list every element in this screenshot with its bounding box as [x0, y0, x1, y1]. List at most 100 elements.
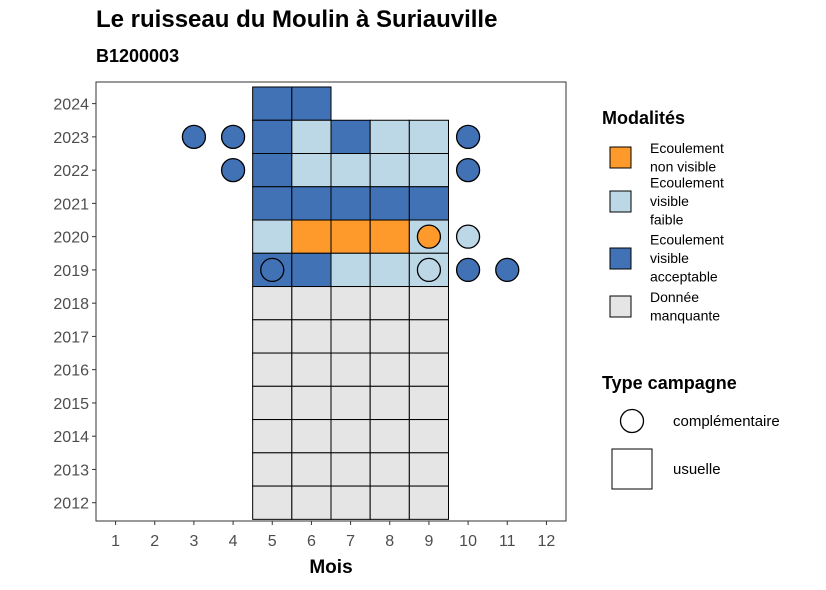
- tile-usuelle: [330, 452, 371, 487]
- legend-key-non_visible: [609, 146, 632, 169]
- y-tick-label: 2024: [53, 97, 89, 114]
- tile-usuelle: [291, 485, 332, 520]
- point-complementaire: [455, 124, 481, 150]
- tile-usuelle: [330, 485, 371, 520]
- x-axis-label: Mois: [309, 557, 352, 578]
- point-complementaire: [416, 257, 442, 283]
- tile-usuelle: [291, 352, 332, 387]
- y-tick-label: 2016: [53, 363, 89, 380]
- tile-usuelle: [252, 86, 293, 121]
- legend-label: complémentaire: [673, 413, 780, 430]
- x-tick-label: 4: [229, 533, 238, 550]
- tile-usuelle: [408, 419, 450, 454]
- tile-usuelle: [252, 419, 293, 454]
- point-complementaire: [220, 157, 246, 183]
- tile-usuelle: [330, 153, 371, 188]
- tile-usuelle: [408, 119, 450, 155]
- tile-usuelle: [369, 286, 410, 321]
- point-complementaire: [495, 257, 520, 283]
- tile-usuelle: [408, 186, 450, 221]
- legend-key-usuelle: [611, 448, 653, 490]
- x-tick-label: 12: [538, 533, 556, 550]
- x-tick-label: 8: [385, 533, 394, 550]
- legend-label: usuelle: [673, 461, 721, 478]
- tile-usuelle: [408, 485, 450, 520]
- tile-usuelle: [330, 252, 371, 288]
- legend-label: Ecoulement: [650, 232, 724, 248]
- tile-usuelle: [330, 186, 371, 221]
- tile-usuelle: [330, 119, 371, 155]
- tile-usuelle: [291, 153, 332, 188]
- y-tick-label: 2013: [53, 462, 89, 479]
- tile-usuelle: [330, 219, 371, 254]
- legend-key-visible_acceptable: [609, 247, 632, 270]
- tile-usuelle: [252, 452, 293, 487]
- tile-usuelle: [252, 319, 293, 354]
- tile-usuelle: [252, 186, 293, 221]
- point-complementaire: [220, 124, 246, 150]
- x-tick-label: 1: [111, 533, 120, 550]
- y-tick-label: 2017: [53, 329, 89, 346]
- tile-usuelle: [330, 352, 371, 387]
- y-tick-label: 2019: [53, 263, 89, 280]
- legend-label: manquante: [650, 307, 720, 323]
- tile-usuelle: [252, 286, 293, 321]
- x-tick-label: 9: [424, 533, 433, 550]
- y-tick-label: 2014: [53, 429, 89, 446]
- legend-label: acceptable: [650, 269, 718, 285]
- tile-usuelle: [291, 452, 332, 487]
- tile-usuelle: [291, 286, 332, 321]
- tile-usuelle: [369, 419, 410, 454]
- tile-usuelle: [252, 352, 293, 387]
- x-tick-label: 5: [268, 533, 277, 550]
- tile-usuelle: [291, 119, 332, 155]
- tile-usuelle: [408, 385, 450, 421]
- tile-usuelle: [252, 485, 293, 520]
- tile-usuelle: [408, 286, 450, 321]
- tile-usuelle: [330, 286, 371, 321]
- legend-label: Ecoulement: [650, 140, 724, 156]
- tile-usuelle: [330, 419, 371, 454]
- y-tick-label: 2012: [53, 496, 89, 513]
- tile-usuelle: [369, 119, 410, 155]
- y-tick-label: 2020: [53, 230, 89, 247]
- legend-label: Ecoulement: [650, 175, 724, 191]
- x-tick-label: 10: [459, 533, 477, 550]
- point-complementaire: [416, 224, 442, 249]
- y-tick-label: 2022: [53, 163, 89, 180]
- point-complementaire: [260, 257, 285, 283]
- legend-label: Donnée: [650, 289, 699, 305]
- tile-usuelle: [252, 385, 293, 421]
- tile-usuelle: [369, 252, 410, 288]
- legend-label: faible: [650, 212, 684, 228]
- tile-usuelle: [291, 86, 332, 121]
- tile-usuelle: [252, 119, 293, 155]
- plot-border: [95, 81, 567, 522]
- point-complementaire: [455, 224, 481, 249]
- legend-key-complementaire: [619, 408, 645, 434]
- legend-label: non visible: [650, 158, 716, 174]
- tile-usuelle: [369, 153, 410, 188]
- legend-key-manquante: [609, 295, 632, 318]
- y-tick-label: 2018: [53, 296, 89, 313]
- point-complementaire: [455, 157, 481, 183]
- tile-usuelle: [369, 352, 410, 387]
- point-complementaire: [455, 257, 481, 283]
- tile-usuelle: [369, 319, 410, 354]
- tile-usuelle: [291, 186, 332, 221]
- x-tick-label: 3: [189, 533, 198, 550]
- y-tick-label: 2015: [53, 396, 89, 413]
- legend-key-visible_faible: [609, 190, 632, 213]
- chart-subtitle: B1200003: [96, 46, 180, 66]
- tile-usuelle: [291, 252, 332, 288]
- legend-title-modalites: Modalités: [602, 108, 685, 128]
- tile-usuelle: [369, 186, 410, 221]
- tile-usuelle: [252, 219, 293, 254]
- x-tick-label: 7: [346, 533, 355, 550]
- legend-label: visible: [650, 193, 689, 209]
- tile-usuelle: [330, 385, 371, 421]
- point-complementaire: [181, 124, 207, 150]
- tile-usuelle: [291, 219, 332, 254]
- x-tick-label: 6: [307, 533, 316, 550]
